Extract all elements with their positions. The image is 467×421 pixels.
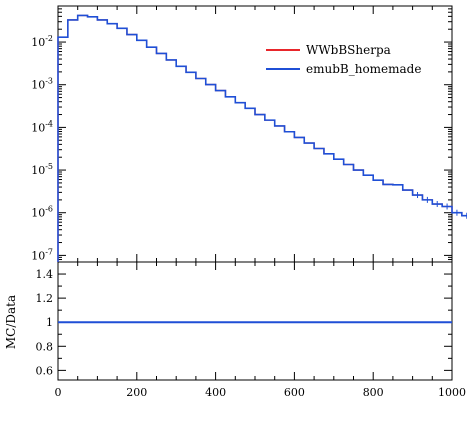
ratio-y-axis-label: MC/Data bbox=[4, 295, 18, 349]
ratio-x-tick-label: 600 bbox=[284, 386, 305, 399]
legend: WWbBSherpa emubB_homemade bbox=[266, 43, 421, 76]
main-y-tick-label: 10-3 bbox=[31, 77, 53, 92]
ratio-x-tick-label: 400 bbox=[205, 386, 226, 399]
ratio-y-tick-labels: 0.6 0.8 1 1.2 1.4 bbox=[36, 268, 54, 377]
legend-label-wwbbsherpa: WWbBSherpa bbox=[306, 43, 391, 57]
ratio-y-tick-label: 1.2 bbox=[36, 292, 54, 305]
main-y-tick-labels: 10-2 10-3 10-4 10-5 10-6 10-7 bbox=[31, 34, 53, 262]
histogram-series-1 bbox=[57, 14, 467, 262]
ratio-y-tick-label: 0.6 bbox=[36, 364, 54, 377]
ratio-x-tick-label: 0 bbox=[55, 386, 62, 399]
ratio-x-tick-label: 200 bbox=[126, 386, 147, 399]
main-y-ticks bbox=[58, 5, 452, 263]
ratio-y-tick-label: 1 bbox=[46, 316, 53, 329]
ratio-y-tick-label: 1.4 bbox=[36, 268, 54, 281]
main-y-tick-label: 10-6 bbox=[31, 205, 53, 220]
ratio-x-tick-labels: 0 200 400 600 800 1000 bbox=[55, 386, 467, 399]
ratio-x-ticks bbox=[57, 262, 453, 380]
main-plot-frame bbox=[57, 5, 453, 263]
main-series-group bbox=[57, 14, 467, 262]
ratio-x-tick-label: 1000 bbox=[438, 386, 466, 399]
histogram-series-0 bbox=[57, 14, 467, 262]
ratio-plot-frame bbox=[57, 261, 453, 381]
ratio-y-tick-label: 0.8 bbox=[36, 340, 54, 353]
main-y-tick-label: 10-4 bbox=[31, 119, 53, 134]
main-y-tick-label: 10-5 bbox=[31, 162, 53, 177]
ratio-x-tick-label: 800 bbox=[363, 386, 384, 399]
main-x-ticks bbox=[57, 6, 453, 262]
main-y-tick-label: 10-7 bbox=[31, 247, 53, 262]
main-y-tick-label: 10-2 bbox=[31, 34, 53, 49]
legend-label-emubb-homemade: emubB_homemade bbox=[306, 62, 421, 76]
